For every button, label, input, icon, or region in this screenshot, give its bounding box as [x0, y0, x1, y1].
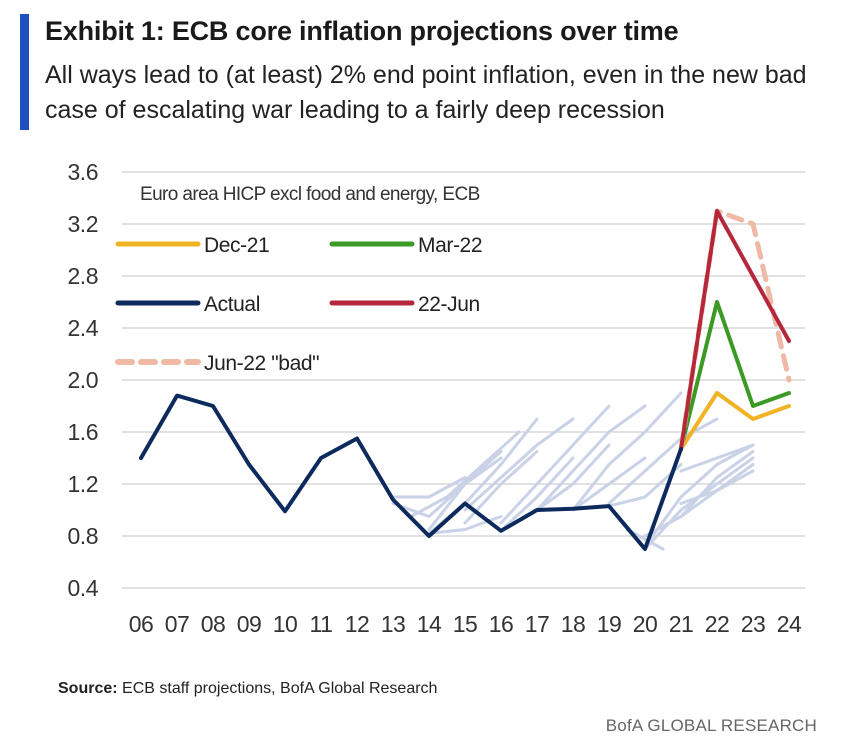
x-tick-label: 17	[525, 611, 550, 637]
chart-subtitle: All ways lead to (at least) 2% end point…	[45, 61, 807, 124]
chart-annotation: Euro area HICP excl food and energy, ECB	[140, 184, 480, 205]
historical-projection-line	[679, 443, 755, 473]
historical-projection-line	[679, 469, 755, 505]
x-tick-label: 23	[741, 611, 766, 637]
x-tick-label: 06	[129, 611, 154, 637]
x-tick-label: 20	[633, 611, 658, 637]
chart-title: Exhibit 1: ECB core inflation projection…	[45, 16, 679, 46]
historical-projection-line	[409, 430, 521, 518]
series-line-actual	[139, 393, 683, 551]
legend-label: Actual	[204, 293, 260, 316]
legend-label: Jun-22 "bad"	[204, 352, 319, 375]
x-tick-label: 22	[705, 611, 730, 637]
footer-brand: BofA GLOBAL RESEARCH	[605, 716, 817, 735]
historical-projection-lines	[391, 391, 755, 551]
y-tick-label: 3.6	[68, 159, 98, 185]
y-tick-label: 3.2	[68, 211, 98, 237]
y-tick-label: 1.6	[68, 419, 98, 445]
x-tick-label: 21	[669, 611, 694, 637]
source-text: ECB staff projections, BofA Global Resea…	[122, 680, 438, 697]
historical-projection-line	[427, 456, 503, 531]
x-tick-label: 15	[453, 611, 478, 637]
x-tick-label: 24	[777, 611, 802, 637]
series-line-22-jun	[679, 209, 791, 451]
historical-projection-line	[571, 391, 683, 512]
y-tick-label: 2.8	[68, 263, 98, 289]
x-tick-label: 16	[489, 611, 514, 637]
x-tick-label: 09	[237, 611, 262, 637]
y-tick-label: 0.8	[68, 523, 98, 549]
accent-bar	[20, 14, 29, 130]
historical-projection-line	[391, 450, 503, 518]
series-line-mar-22	[679, 300, 791, 451]
legend-label: 22-Jun	[418, 293, 480, 316]
historical-projection-line	[643, 463, 755, 538]
x-tick-label: 19	[597, 611, 622, 637]
x-tick-label: 12	[345, 611, 370, 637]
x-tick-label: 08	[201, 611, 226, 637]
historical-projection-line	[463, 417, 575, 512]
historical-projection-line	[607, 417, 719, 505]
source-label: Source:	[58, 680, 118, 697]
historical-projection-line	[535, 443, 611, 512]
historical-projection-line	[499, 404, 611, 525]
historical-projection-line	[499, 456, 575, 533]
legend-label: Dec-21	[204, 234, 269, 257]
series-lines	[139, 208, 792, 551]
legend: Dec-21 Mar-22 Actual 22-Jun Jun-22 "bad"	[115, 234, 483, 375]
historical-projection-line	[643, 443, 755, 548]
y-tick-label: 2.4	[68, 315, 99, 341]
series-line-dec-21	[679, 391, 791, 451]
x-tick-label: 10	[273, 611, 298, 637]
historical-projection-line	[535, 404, 647, 512]
x-tick-label: 14	[417, 611, 442, 637]
x-tick-label: 07	[165, 611, 190, 637]
historical-projection-line	[391, 476, 467, 499]
y-tick-label: 0.4	[68, 575, 99, 601]
historical-projection-line	[607, 463, 683, 508]
y-axis-tick-labels: 3.6 3.2 2.8 2.4 2.0 1.6 1.2 0.8 0.4	[68, 159, 100, 601]
historical-projection-line	[571, 456, 647, 512]
historical-projection-line	[463, 450, 539, 525]
legend-label: Mar-22	[418, 234, 482, 257]
historical-projection-line	[679, 450, 755, 518]
source-note: Source: ECB staff projections, BofA Glob…	[58, 680, 437, 698]
y-tick-label: 1.2	[68, 471, 98, 497]
y-tick-label: 2.0	[68, 367, 98, 393]
x-tick-label: 11	[310, 611, 333, 637]
x-tick-label: 18	[561, 611, 586, 637]
x-axis-tick-labels: 06 07 08 09 10 11 12 13 14 15 16 17 18 19 20 21 22 23 24	[129, 611, 803, 637]
gridlines	[122, 171, 805, 589]
x-tick-label: 13	[381, 611, 406, 637]
